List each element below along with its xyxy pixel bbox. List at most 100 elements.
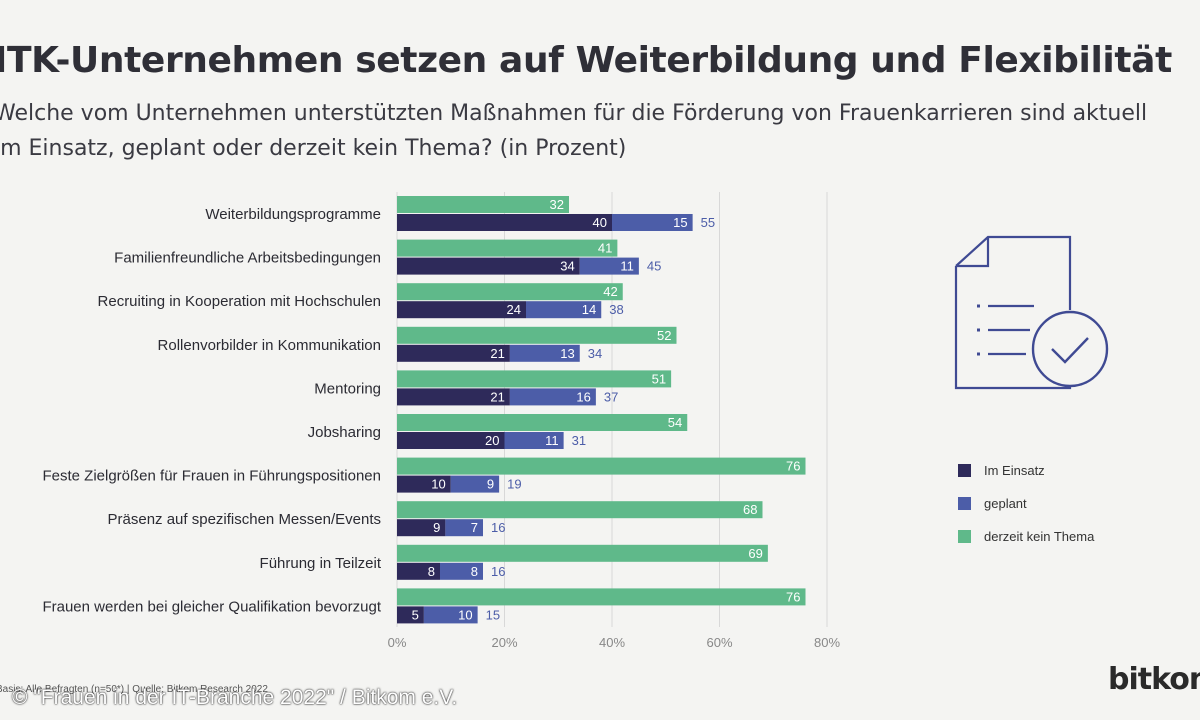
legend-label-kein-thema: derzeit kein Thema xyxy=(984,528,1095,544)
data-label-geplant: 10 xyxy=(458,607,472,622)
data-label-im-einsatz: 34 xyxy=(560,259,574,274)
bar-geplant xyxy=(440,562,483,580)
legend-swatch-kein-thema xyxy=(958,529,971,543)
data-label-kein-thema: 41 xyxy=(598,241,612,256)
data-label-geplant: 13 xyxy=(560,346,574,361)
data-label-total: 15 xyxy=(486,607,500,622)
bar-geplant xyxy=(450,475,500,493)
x-tick-label: 80% xyxy=(814,635,840,650)
bar-im-einsatz xyxy=(397,214,612,231)
legend-item-geplant: geplant xyxy=(958,492,1094,514)
bar-kein-thema xyxy=(397,414,688,431)
legend-swatch-geplant xyxy=(958,496,971,510)
category-label: Jobsharing xyxy=(308,424,381,441)
legend-item-im-einsatz: Im Einsatz xyxy=(958,459,1094,481)
data-label-kein-thema: 69 xyxy=(748,546,762,561)
data-label-geplant: 14 xyxy=(582,302,596,317)
category-label: Frauen werden bei gleicher Qualifikation… xyxy=(42,598,381,615)
bar-geplant xyxy=(504,432,564,449)
bar-im-einsatz xyxy=(397,344,510,362)
category-label: Weiterbildungsprogramme xyxy=(205,206,381,223)
bar-geplant xyxy=(445,519,483,537)
data-label-kein-thema: 76 xyxy=(786,589,800,604)
data-label-geplant: 15 xyxy=(673,215,687,230)
data-label-im-einsatz: 21 xyxy=(490,346,504,361)
bar-im-einsatz xyxy=(397,519,446,537)
bar-kein-thema xyxy=(397,588,806,606)
data-label-geplant: 11 xyxy=(620,259,634,274)
bar-kein-thema xyxy=(397,326,677,344)
data-label-im-einsatz: 24 xyxy=(507,302,521,317)
data-label-total: 31 xyxy=(572,433,586,448)
data-label-total: 45 xyxy=(647,259,661,274)
bar-kein-thema xyxy=(397,196,569,213)
data-label-kein-thema: 52 xyxy=(657,328,671,343)
data-label-total: 34 xyxy=(588,346,602,361)
data-label-total: 16 xyxy=(491,564,505,579)
bar-im-einsatz xyxy=(397,388,510,406)
bar-geplant xyxy=(509,388,596,406)
data-label-kein-thema: 32 xyxy=(550,197,564,212)
data-label-im-einsatz: 8 xyxy=(428,564,435,579)
bar-im-einsatz xyxy=(397,432,505,449)
legend-label-im-einsatz: Im Einsatz xyxy=(984,462,1045,478)
bar-geplant xyxy=(509,344,580,362)
data-label-total: 19 xyxy=(507,477,521,492)
x-tick-label: 20% xyxy=(491,635,517,650)
bar-geplant xyxy=(526,301,602,319)
category-label: Mentoring xyxy=(314,380,381,397)
data-label-geplant: 8 xyxy=(471,564,478,579)
data-label-im-einsatz: 10 xyxy=(431,477,445,492)
data-label-kein-thema: 68 xyxy=(743,502,757,517)
category-label: Rollenvorbilder in Kommunikation xyxy=(158,337,381,354)
x-tick-label: 40% xyxy=(599,635,625,650)
data-label-im-einsatz: 9 xyxy=(433,520,440,535)
data-label-geplant: 7 xyxy=(471,520,478,535)
bar-kein-thema xyxy=(397,370,672,388)
data-label-im-einsatz: 20 xyxy=(485,433,499,448)
legend-swatch-im-einsatz xyxy=(958,463,971,477)
bar-geplant xyxy=(612,214,693,231)
bar-im-einsatz xyxy=(397,606,424,624)
bar-chart: 0% 20% 40% 60% 80% Weiterbildungsprogramme 32 4… xyxy=(42,192,840,650)
chart-legend: Im Einsatz geplant derzeit kein Thema xyxy=(958,459,1094,558)
data-label-geplant: 11 xyxy=(545,433,559,448)
data-label-total: 37 xyxy=(604,389,618,404)
data-label-kein-thema: 54 xyxy=(668,415,682,430)
bar-im-einsatz xyxy=(397,301,526,319)
data-label-kein-thema: 76 xyxy=(786,459,800,474)
bar-kein-thema xyxy=(397,457,806,475)
bar-im-einsatz xyxy=(397,562,440,580)
data-label-total: 55 xyxy=(701,215,715,230)
data-label-kein-thema: 42 xyxy=(603,284,617,299)
data-label-im-einsatz: 5 xyxy=(412,607,419,622)
bar-kein-thema xyxy=(397,544,768,562)
category-label: Führung in Teilzeit xyxy=(260,555,382,572)
x-tick-label: 60% xyxy=(706,635,732,650)
subtitle-line-2: im Einsatz, geplant oder derzeit kein Th… xyxy=(0,136,627,161)
category-label: Präsenz auf spezifischen Messen/Events xyxy=(108,511,381,528)
category-label: Feste Zielgrößen für Frauen in Führungsp… xyxy=(42,468,381,485)
data-label-geplant: 16 xyxy=(576,389,590,404)
category-label: Recruiting in Kooperation mit Hochschule… xyxy=(98,293,381,310)
data-label-total: 38 xyxy=(609,302,623,317)
bar-im-einsatz xyxy=(397,475,451,493)
copyright-watermark: © "Frauen in der IT-Branche 2022" / Bitk… xyxy=(12,686,458,709)
chart-title: ITK-Unternehmen setzen auf Weiterbildung… xyxy=(0,40,1172,81)
subtitle-line-1: Welche vom Unternehmen unterstützten Maß… xyxy=(0,101,1148,126)
bar-kein-thema xyxy=(397,283,623,301)
bar-kein-thema xyxy=(397,501,763,519)
footer-basis: Basis: Alle Befragten (n=50*) | Quelle: … xyxy=(0,684,268,695)
data-label-im-einsatz: 21 xyxy=(490,389,504,404)
legend-item-kein-thema: derzeit kein Thema xyxy=(958,525,1094,547)
x-tick-label: 0% xyxy=(388,635,407,650)
category-label: Familienfreundliche Arbeitsbedingungen xyxy=(114,250,381,267)
bar-kein-thema xyxy=(397,239,618,257)
bar-im-einsatz xyxy=(397,257,580,275)
data-label-geplant: 9 xyxy=(487,477,494,492)
bar-geplant xyxy=(423,606,478,624)
chart-subtitle: Welche vom Unternehmen unterstützten Maß… xyxy=(0,96,1194,166)
data-label-kein-thema: 51 xyxy=(652,371,666,386)
bitkom-logo: bitkom xyxy=(1108,662,1200,697)
document-checklist-icon xyxy=(954,235,1109,390)
